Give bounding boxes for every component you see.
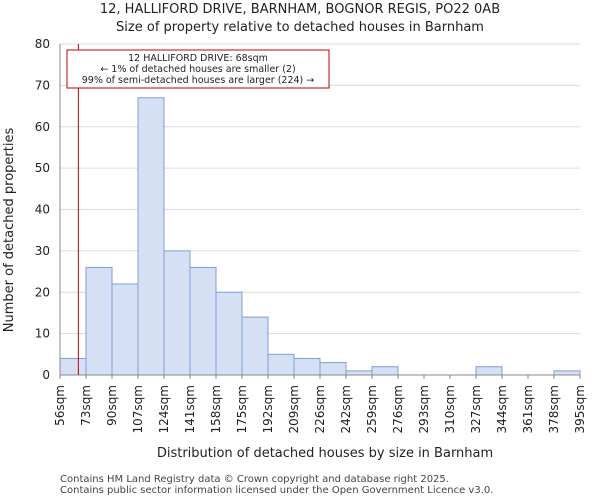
- x-tick-label: 226sqm: [313, 385, 327, 433]
- y-tick-label: 0: [42, 368, 50, 382]
- x-tick-label: 90sqm: [105, 385, 119, 426]
- x-tick-labels: 56sqm 73sqm 90sqm 107sqm 124sqm 141sqm 158sqm 1…: [53, 375, 587, 433]
- x-tick-label: 310sqm: [443, 385, 457, 433]
- bar: [267, 353, 295, 376]
- bar: [345, 370, 373, 376]
- annotation-box: 12 HALLIFORD DRIVE: 68sqm← 1% of detache…: [66, 49, 330, 89]
- x-tick-label: 124sqm: [157, 385, 171, 433]
- y-tick-label: 50: [35, 161, 50, 175]
- y-axis-label: Number of detached properties: [2, 128, 17, 333]
- x-tick-label: 378sqm: [547, 385, 561, 433]
- bar: [111, 283, 139, 376]
- y-tick-labels: 0 10 20 30 40 50 60 70 80: [35, 37, 50, 382]
- x-tick-label: 242sqm: [339, 385, 353, 433]
- y-tick-label: 60: [35, 120, 50, 134]
- y-tick-label: 80: [35, 37, 50, 51]
- bar: [85, 266, 113, 376]
- bar: [215, 291, 243, 376]
- x-tick-label: 175sqm: [235, 385, 249, 433]
- y-tick-label: 10: [35, 327, 50, 341]
- bar: [371, 366, 399, 376]
- x-tick-label: 327sqm: [469, 385, 483, 433]
- bar: [475, 366, 503, 376]
- annotation-text: 12 HALLIFORD DRIVE: 68sqm: [128, 53, 268, 64]
- bar: [553, 370, 581, 376]
- y-tick-label: 40: [35, 203, 50, 217]
- bar: [59, 357, 87, 376]
- x-tick-label: 141sqm: [183, 385, 197, 433]
- x-axis-label: Distribution of detached houses by size …: [157, 446, 493, 461]
- bars: [59, 97, 581, 376]
- y-tick-label: 70: [35, 78, 50, 92]
- bar: [241, 316, 269, 376]
- annotation-text: ← 1% of detached houses are smaller (2): [100, 64, 295, 75]
- x-tick-label: 259sqm: [365, 385, 379, 433]
- x-tick-label: 361sqm: [521, 385, 535, 433]
- bar: [293, 357, 321, 376]
- bar: [189, 266, 217, 376]
- annotation-text: 99% of semi-detached houses are larger (…: [82, 75, 315, 86]
- annotation-frame: [66, 49, 330, 89]
- bar: [319, 362, 347, 376]
- chart-subtitle: Size of property relative to detached ho…: [116, 20, 484, 35]
- chart-title: 12, HALLIFORD DRIVE, BARNHAM, BOGNOR REG…: [99, 2, 501, 17]
- bar: [163, 250, 191, 376]
- x-tick-label: 344sqm: [495, 385, 509, 433]
- x-tick-label: 56sqm: [53, 385, 67, 426]
- bar: [137, 97, 165, 376]
- footer-licence: Contains public sector information licen…: [60, 485, 494, 496]
- x-tick-label: 107sqm: [131, 385, 145, 433]
- x-tick-label: 73sqm: [79, 385, 93, 426]
- x-tick-label: 192sqm: [261, 385, 275, 433]
- y-tick-label: 30: [35, 244, 50, 258]
- x-tick-label: 276sqm: [391, 385, 405, 433]
- x-tick-label: 395sqm: [573, 385, 587, 433]
- x-tick-label: 209sqm: [287, 385, 301, 433]
- y-tick-label: 20: [35, 285, 50, 299]
- footer-copyright: Contains HM Land Registry data © Crown c…: [60, 474, 449, 485]
- x-tick-label: 293sqm: [417, 385, 431, 433]
- x-tick-label: 158sqm: [209, 385, 223, 433]
